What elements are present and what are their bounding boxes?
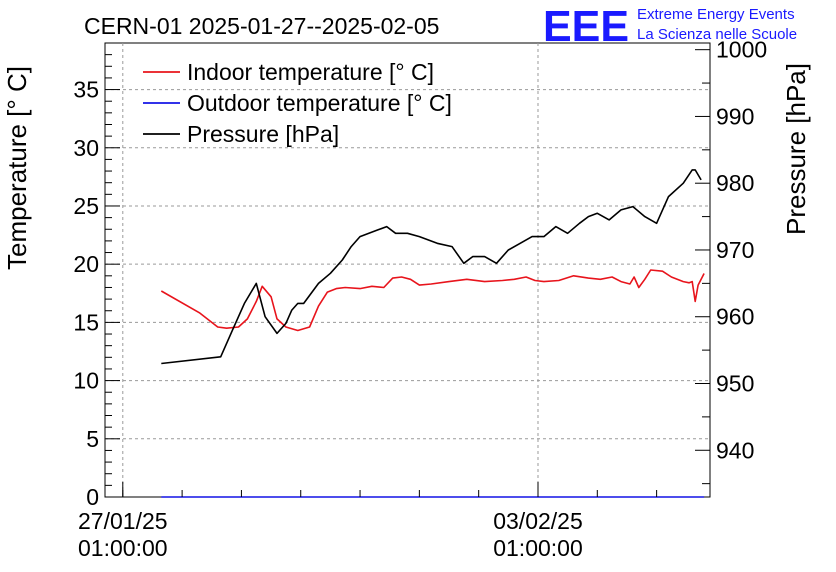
y2-tick-label: 950 bbox=[716, 371, 754, 397]
y-tick-label: 0 bbox=[86, 484, 99, 510]
x-tick-time: 01:00:00 bbox=[493, 535, 583, 561]
series-line-pressure bbox=[161, 169, 702, 365]
y2-tick-label: 970 bbox=[716, 237, 754, 263]
y-tick-label: 25 bbox=[73, 193, 99, 219]
y2-axis-label: Pressure [hPa] bbox=[781, 63, 811, 235]
y-tick-label: 20 bbox=[73, 251, 99, 277]
y2-tick-label: 960 bbox=[716, 304, 754, 330]
legend-label-outdoor: Outdoor temperature [° C] bbox=[187, 90, 452, 116]
legend-label-pressure: Pressure [hPa] bbox=[187, 121, 339, 147]
y-tick-label: 15 bbox=[73, 309, 99, 335]
logo-line-1: Extreme Energy Events bbox=[637, 6, 795, 23]
series-layer bbox=[160, 169, 705, 498]
y-tick-label: 5 bbox=[86, 426, 99, 452]
y2-tick-label: 1000 bbox=[716, 37, 767, 63]
x-tick-date: 27/01/25 bbox=[78, 508, 168, 534]
y-tick-label: 10 bbox=[73, 368, 99, 394]
x-tick-date: 03/02/25 bbox=[493, 508, 583, 534]
series-line-indoor bbox=[160, 269, 705, 332]
y2-tick-label: 940 bbox=[716, 437, 754, 463]
eee-logo: EEE Extreme Energy Events La Scienza nel… bbox=[543, 2, 797, 51]
grid bbox=[105, 43, 710, 497]
y2-tick-label: 980 bbox=[716, 170, 754, 196]
logo-line-2: La Scienza nelle Scuole bbox=[637, 26, 797, 43]
y2-tick-label: 990 bbox=[716, 103, 754, 129]
logo-mark: EEE bbox=[543, 2, 629, 51]
y-tick-label: 30 bbox=[73, 135, 99, 161]
y-axis-label: Temperature [° C] bbox=[2, 66, 32, 270]
axes: 0 5 10 15 20 25 30 35 940 950 960 970 980 990 1000 27/0… bbox=[73, 37, 767, 561]
chart-title: CERN-01 2025-01-27--2025-02-05 bbox=[84, 13, 439, 39]
y-tick-label: 35 bbox=[73, 77, 99, 103]
legend: Indoor temperature [° C] Outdoor tempera… bbox=[143, 59, 452, 147]
x-tick-time: 01:00:00 bbox=[78, 535, 168, 561]
legend-label-indoor: Indoor temperature [° C] bbox=[187, 59, 434, 85]
